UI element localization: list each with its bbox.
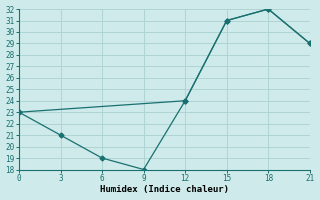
X-axis label: Humidex (Indice chaleur): Humidex (Indice chaleur) bbox=[100, 185, 229, 194]
